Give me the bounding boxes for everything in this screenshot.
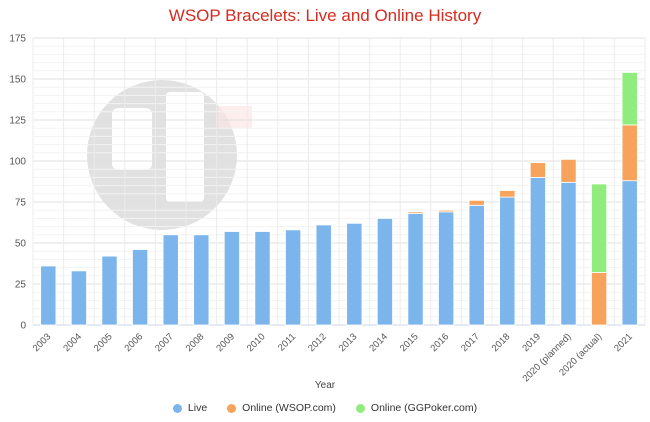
- bar-online-wsop: [407, 211, 424, 214]
- legend-item-online-ggpoker[interactable]: Online (GGPoker.com): [355, 402, 478, 414]
- x-tick-label: 2006: [122, 331, 145, 354]
- bar-live: [285, 229, 302, 326]
- legend-marker: [227, 403, 237, 413]
- bar-live: [70, 270, 87, 326]
- bar-online-wsop: [438, 209, 455, 213]
- bar-online-wsop: [560, 158, 577, 183]
- x-tick-label: 2013: [337, 331, 360, 354]
- x-tick-label: 2019: [520, 331, 543, 354]
- x-axis-label: Year: [314, 380, 336, 391]
- legend-item-online-wsop[interactable]: Online (WSOP.com): [227, 402, 336, 414]
- x-tick-label: 2005: [92, 331, 115, 354]
- bar-online-wsop: [591, 272, 608, 326]
- legend: Live Online (WSOP.com) Online (GGPoker.com…: [0, 402, 650, 416]
- bar-live: [193, 234, 210, 326]
- x-axis: 2003 2004 2005 2006 2007 2008 2009 2010 2011 2012…: [31, 331, 635, 384]
- bar-live: [468, 204, 485, 326]
- x-tick-label: 2015: [398, 331, 421, 354]
- bar-live: [254, 231, 271, 326]
- y-tick-label: 125: [9, 116, 26, 127]
- y-tick-label: 25: [15, 280, 27, 291]
- bar-live: [560, 181, 577, 326]
- y-axis: 0 25 50 75 100 125 150 175: [9, 34, 26, 332]
- bar-live: [407, 213, 424, 326]
- bar-live: [438, 211, 455, 326]
- y-tick-label: 100: [9, 157, 26, 168]
- y-tick-label: 0: [20, 321, 26, 332]
- y-tick-label: 75: [15, 198, 27, 209]
- bar-live: [621, 180, 638, 326]
- x-tick-label: 2004: [61, 331, 84, 354]
- bar-live: [376, 217, 393, 326]
- y-tick-label: 150: [9, 75, 26, 86]
- bar-online-wsop: [468, 199, 485, 206]
- bar-live: [162, 234, 179, 326]
- legend-marker: [355, 403, 365, 413]
- bar-live: [132, 249, 149, 326]
- bar-live: [40, 265, 57, 326]
- bar-live: [223, 231, 240, 326]
- bar-live: [499, 196, 516, 326]
- chart-title: WSOP Bracelets: Live and Online History: [168, 6, 482, 25]
- x-tick-label: 2003: [31, 331, 54, 354]
- bar-live: [101, 255, 118, 326]
- bar-live: [346, 222, 363, 326]
- y-tick-label: 175: [9, 34, 26, 45]
- x-tick-label: 2007: [153, 331, 176, 354]
- y-tick-label: 50: [15, 239, 27, 250]
- gridlines: [32, 37, 646, 326]
- legend-label: Online (WSOP.com): [242, 402, 336, 414]
- legend-label: Live: [187, 402, 208, 414]
- x-tick-label: 2009: [214, 331, 237, 354]
- x-tick-label: 2018: [490, 331, 513, 354]
- bar-live: [529, 176, 546, 326]
- bar-online-wsop: [621, 124, 638, 182]
- legend-marker: [172, 403, 182, 413]
- bar-online-ggpoker: [621, 72, 638, 126]
- x-tick-label: 2017: [459, 331, 482, 354]
- x-tick-label: 2016: [428, 331, 451, 354]
- legend-label: Online (GGPoker.com): [370, 402, 478, 414]
- bar-online-ggpoker: [591, 183, 608, 273]
- bars: [40, 72, 638, 326]
- x-tick-label: 2014: [367, 331, 390, 354]
- x-tick-label: 2011: [276, 331, 298, 353]
- x-tick-label: 2008: [184, 331, 207, 354]
- bar-live: [315, 224, 332, 326]
- bar-online-wsop: [529, 162, 546, 178]
- watermark-logo: [87, 80, 252, 230]
- x-tick-label: 2012: [306, 331, 329, 354]
- legend-item-live[interactable]: Live: [172, 402, 208, 414]
- x-tick-label: 2021: [612, 331, 635, 354]
- x-tick-label: 2010: [245, 331, 268, 354]
- bar-online-wsop: [499, 190, 516, 198]
